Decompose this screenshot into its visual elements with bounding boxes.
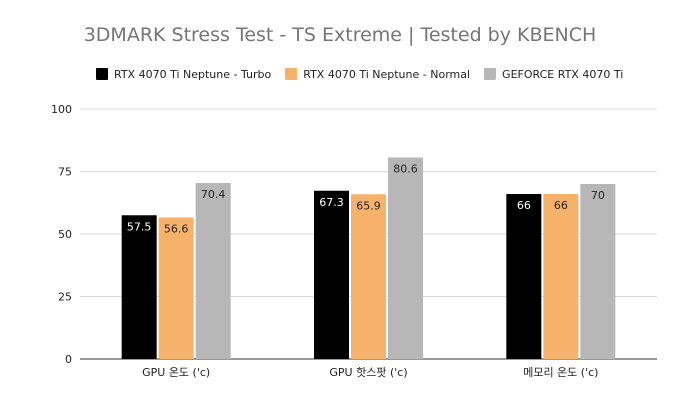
data-label: 67.3 bbox=[319, 196, 344, 209]
legend-label-turbo: RTX 4070 Ti Neptune - Turbo bbox=[114, 67, 272, 81]
bar bbox=[543, 194, 579, 359]
x-tick-label: 메모리 온도 ('c) bbox=[523, 366, 598, 379]
bar bbox=[580, 184, 616, 359]
legend-swatch-turbo bbox=[96, 68, 108, 80]
y-tick-label: 75 bbox=[58, 166, 72, 179]
legend-swatch-normal bbox=[285, 68, 298, 80]
data-label: 66 bbox=[554, 199, 568, 212]
legend-item-turbo: RTX 4070 Ti Neptune - Turbo bbox=[96, 68, 271, 81]
legend-label-rtx4070ti: GEFORCE RTX 4070 Ti bbox=[502, 67, 624, 81]
data-label: 57.5 bbox=[127, 220, 152, 233]
bar bbox=[121, 215, 157, 359]
bar bbox=[351, 194, 386, 359]
y-tick-label: 50 bbox=[58, 228, 72, 241]
chart-title: 3DMARK Stress Test - TS Extreme | Tested… bbox=[83, 24, 597, 46]
y-tick-label: 100 bbox=[51, 103, 72, 116]
legend-swatch-rtx4070ti bbox=[484, 68, 497, 80]
bar bbox=[506, 194, 542, 359]
bar bbox=[158, 217, 194, 359]
y-tick-label: 0 bbox=[65, 353, 72, 366]
data-label: 56.6 bbox=[164, 223, 189, 236]
bar bbox=[314, 190, 349, 359]
data-label: 80.6 bbox=[393, 163, 418, 176]
x-tick-label: GPU 핫스팟 ('c) bbox=[329, 366, 407, 379]
legend-label-normal: RTX 4070 Ti Neptune - Normal bbox=[303, 67, 471, 81]
legend-item-normal: RTX 4070 Ti Neptune - Normal bbox=[285, 68, 470, 81]
bar bbox=[195, 183, 231, 359]
data-label: 65.9 bbox=[356, 199, 381, 212]
bar bbox=[388, 157, 423, 359]
legend-item-rtx4070ti: GEFORCE RTX 4070 Ti bbox=[484, 68, 623, 81]
data-label: 70 bbox=[591, 189, 605, 202]
data-label: 70.4 bbox=[201, 188, 226, 201]
data-label: 66 bbox=[517, 199, 531, 212]
chart-legend: RTX 4070 Ti Neptune - Turbo RTX 4070 Ti … bbox=[96, 66, 637, 82]
x-tick-label: GPU 온도 ('c) bbox=[142, 366, 210, 379]
y-tick-label: 25 bbox=[58, 291, 72, 304]
